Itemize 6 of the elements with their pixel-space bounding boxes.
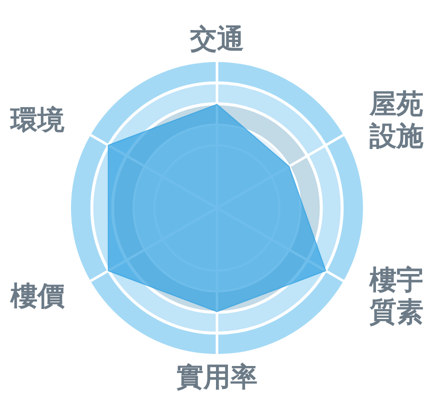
category-label: 實用率: [176, 362, 258, 392]
category-label: 樓宇質素: [369, 264, 424, 328]
category-label: 樓價: [10, 281, 65, 311]
category-label: 環境: [10, 105, 65, 135]
category-label: 交通: [190, 24, 244, 54]
category-label: 屋苑設施: [369, 88, 424, 152]
